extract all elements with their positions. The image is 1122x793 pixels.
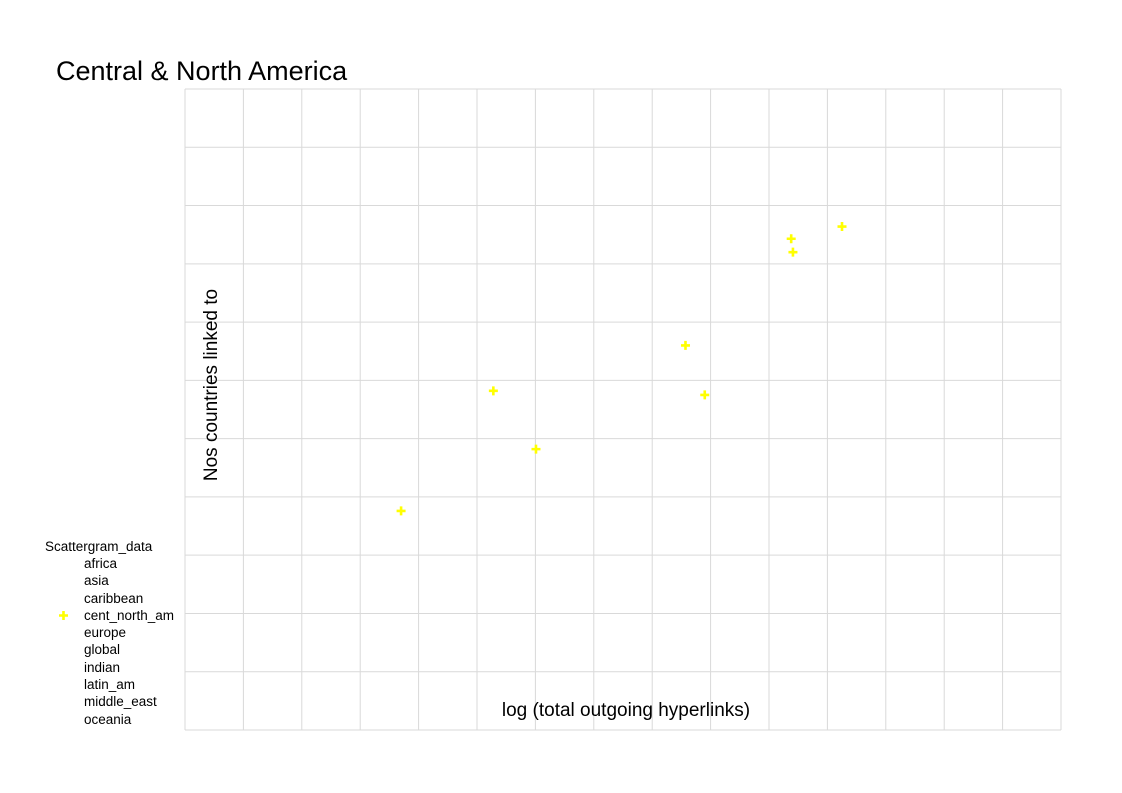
legend-entry-label: middle_east (84, 694, 157, 710)
legend-entry-label: cent_north_am (84, 607, 175, 623)
legend-entry: africa (45, 555, 174, 572)
x-axis-label: log (total outgoing hyperlinks) (501, 700, 751, 721)
legend-entry: oceania (45, 711, 174, 728)
data-points (396, 222, 847, 516)
legend-title: Scattergram_data (45, 539, 153, 554)
legend-entry-label: global (84, 642, 121, 658)
scatter-point (837, 222, 847, 232)
chart-title: Central & North America (56, 56, 348, 86)
legend: Scattergram_data africa asia caribbean cent… (45, 538, 174, 728)
legend-entry: europe (45, 624, 174, 641)
legend-entry-label: africa (84, 556, 118, 571)
legend-entry: indian (45, 659, 174, 676)
legend-marker-plus-icon (59, 610, 68, 620)
scatter-point (700, 390, 710, 400)
scatter-point (488, 386, 498, 396)
legend-entry: caribbean (45, 590, 174, 607)
y-axis-label: Nos countries linked to (201, 288, 222, 482)
scatter-point (396, 506, 406, 516)
legend-entry-label: caribbean (84, 590, 144, 606)
legend-entry-label: indian (84, 659, 121, 675)
scatter-point (680, 340, 690, 350)
legend-entry: global (45, 641, 174, 658)
scatter-point (786, 234, 796, 244)
grid-lines (184, 88, 1062, 731)
legend-entry-label: oceania (84, 711, 132, 727)
scatter-point (531, 444, 541, 454)
legend-entry: latin_am (45, 676, 174, 693)
legend-entry-label: latin_am (84, 677, 136, 693)
legend-entry-label: asia (84, 573, 109, 589)
legend-entry: cent_north_am (45, 607, 174, 624)
legend-entry: middle_east (45, 693, 174, 710)
legend-entry: asia (45, 572, 174, 589)
legend-entry-label: europe (84, 625, 127, 641)
scatter-point (788, 247, 798, 257)
